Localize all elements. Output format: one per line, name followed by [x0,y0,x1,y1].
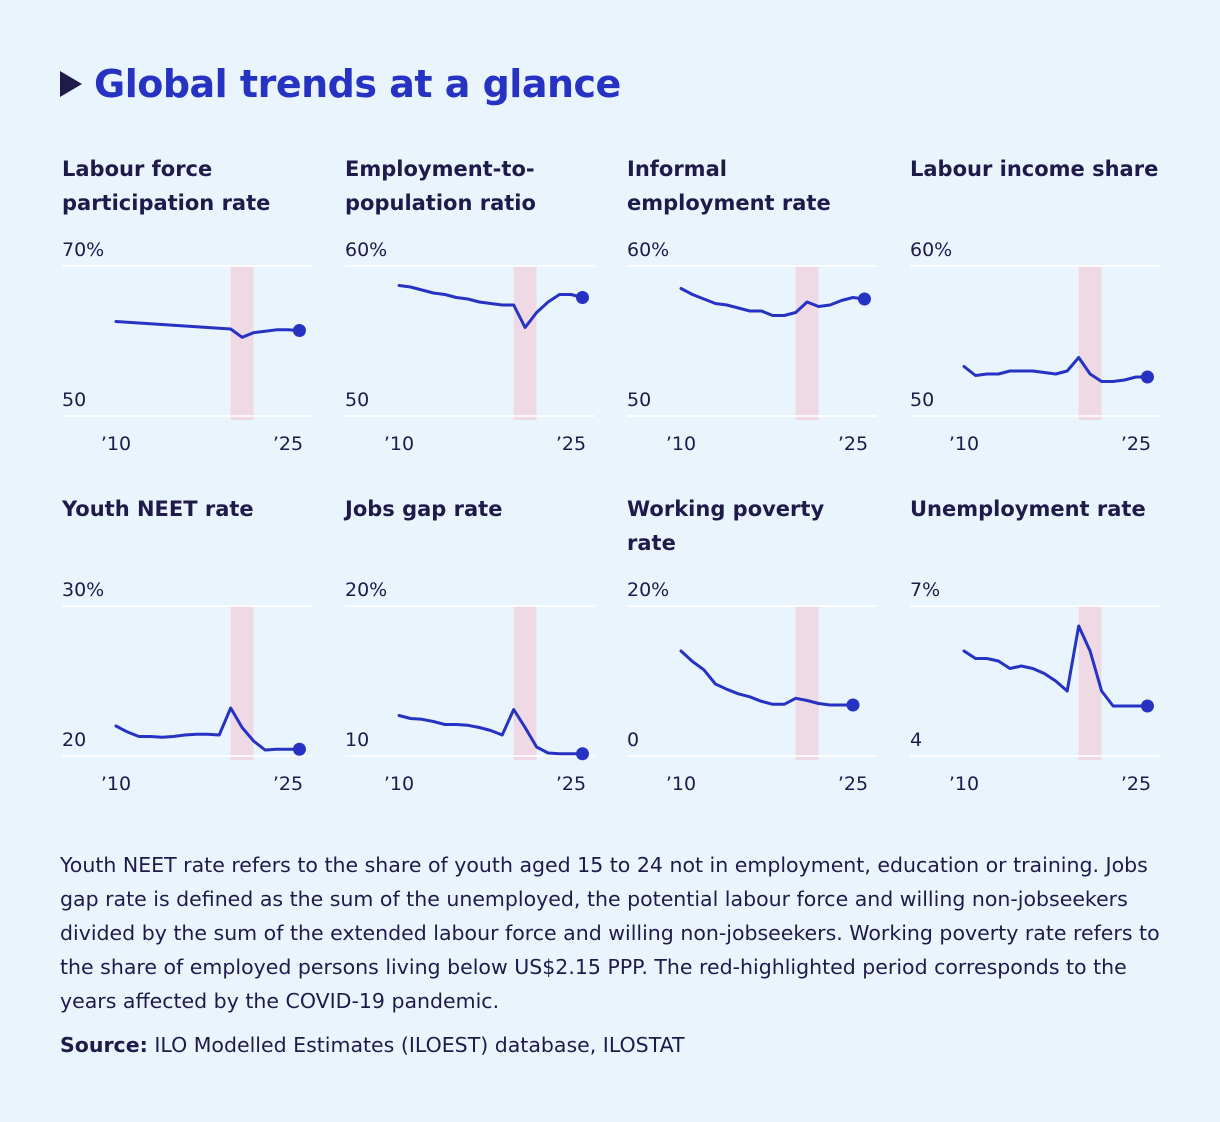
chart-svg: 20% 10 ’10 ’25 [345,579,595,795]
x-tick-label-end: ’25 [556,433,586,455]
chart-panel-working-poverty: Working poverty rate 20% 0 ’10 ’25 [627,492,877,795]
chart-panel-labour-force: Labour force participation rate 70% 50 ’10… [62,152,312,455]
chart-panel-youth-neet: Youth NEET rate 30% 20 ’10 ’25 [62,492,312,795]
y-tick-label-max: 70% [62,239,104,261]
covid-highlight-band [230,606,254,760]
chart-svg: 20% 0 ’10 ’25 [627,579,877,795]
y-tick-label-min: 20 [62,729,86,751]
y-tick-label-min: 4 [910,729,922,751]
x-tick-label-end: ’25 [1121,773,1151,795]
covid-highlight-band [1078,606,1102,760]
series-end-point [575,747,589,761]
chart-panel-informal-employment: Informal employment rate 60% 50 ’10 ’25 [627,152,877,455]
x-tick-label-end: ’25 [838,433,868,455]
series-end-point [292,324,306,337]
x-tick-label-start: ’10 [101,773,131,795]
chart-title: Jobs gap rate [345,497,503,521]
source-line: Source: ILO Modelled Estimates (ILOEST) … [60,1028,1160,1062]
series-line [679,649,855,707]
covid-highlight-band [513,266,537,420]
y-tick-label-max: 20% [627,579,669,601]
y-tick-label-max: 60% [345,239,387,261]
x-tick-label-start: ’10 [666,773,696,795]
covid-highlight-band [513,606,537,760]
source-text: ILO Modelled Estimates (ILOEST) database… [154,1033,685,1057]
series-end-point [1140,370,1154,384]
chart-panel-unemployment: Unemployment rate 7% 4 ’10 ’25 [910,492,1160,795]
covid-highlight-band [795,266,819,420]
chart-svg: 7% 4 ’10 ’25 [910,579,1160,795]
x-tick-label-start: ’10 [666,433,696,455]
chart-svg: 60% 50 ’10 ’25 [910,239,1160,455]
y-tick-label-max: 20% [345,579,387,601]
y-tick-label-min: 0 [627,729,639,751]
y-tick-label-max: 30% [62,579,104,601]
chart-panel-jobs-gap: Jobs gap rate 20% 10 ’10 ’25 [345,492,595,795]
y-tick-label-min: 50 [910,389,934,411]
page-header: Global trends at a glance [60,62,621,106]
chart-title: Unemployment rate [910,497,1146,521]
x-tick-label-start: ’10 [384,773,414,795]
x-tick-label-start: ’10 [949,433,979,455]
y-tick-label-min: 50 [62,389,86,411]
series-line [114,320,301,339]
x-tick-label-start: ’10 [101,433,131,455]
x-tick-label-end: ’25 [1121,433,1151,455]
chart-title: Employment-to-population ratio [345,157,536,215]
source-label: Source: [60,1033,148,1057]
chart-svg: 60% 50 ’10 ’25 [345,239,595,455]
x-tick-label-start: ’10 [384,433,414,455]
series-line [679,287,866,317]
covid-highlight-band [795,606,819,760]
y-tick-label-max: 60% [627,239,669,261]
y-tick-label-min: 50 [345,389,369,411]
series-line [962,624,1149,708]
x-tick-label-end: ’25 [556,773,586,795]
chart-title: Youth NEET rate [62,497,254,521]
series-end-point [292,742,306,756]
series-end-point [1140,699,1154,713]
chart-svg: 70% 50 ’10 ’25 [62,239,312,455]
series-line [962,356,1149,383]
chart-svg: 30% 20 ’10 ’25 [62,579,312,795]
covid-highlight-band [1078,266,1102,420]
series-line [397,708,584,756]
chart-title: Labour force participation rate [62,157,271,215]
chart-title: Working poverty rate [627,497,825,555]
play-triangle-icon [60,71,82,97]
chart-panel-labour-income-share: Labour income share 60% 50 ’10 ’25 [910,152,1160,455]
y-tick-label-min: 10 [345,729,369,751]
page-title: Global trends at a glance [94,62,621,106]
y-tick-label-max: 60% [910,239,952,261]
chart-title: Labour income share [910,157,1159,181]
chart-panel-employment-ratio: Employment-to-population ratio 60% 50 ’10 ’… [345,152,595,455]
series-end-point [846,698,860,712]
footnote-text: Youth NEET rate refers to the share of y… [60,853,1160,1013]
x-tick-label-end: ’25 [838,773,868,795]
x-tick-label-end: ’25 [273,773,303,795]
x-tick-label-end: ’25 [273,433,303,455]
chart-title: Informal employment rate [627,157,831,215]
x-tick-label-start: ’10 [949,773,979,795]
y-tick-label-max: 7% [910,579,940,601]
series-end-point [857,292,871,306]
chart-svg: 60% 50 ’10 ’25 [627,239,877,455]
series-line [397,284,584,329]
covid-highlight-band [230,266,254,420]
series-line [114,706,301,752]
series-end-point [575,291,589,304]
y-tick-label-min: 50 [627,389,651,411]
